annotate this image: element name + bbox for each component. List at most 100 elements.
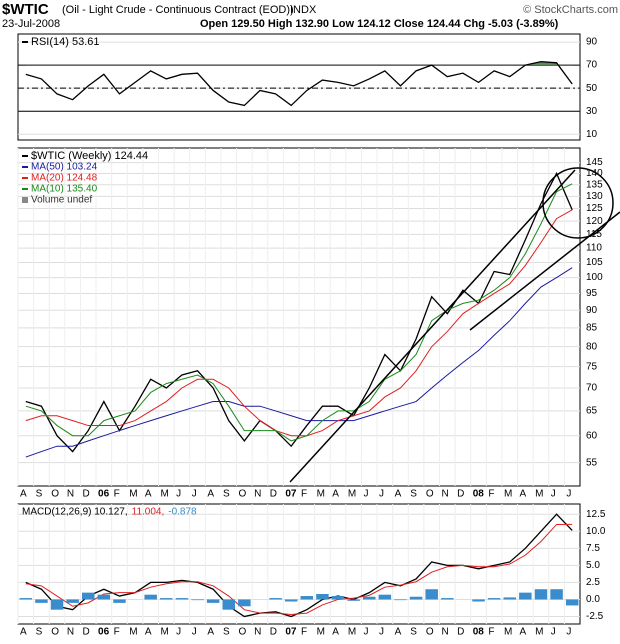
histogram-bar [519, 592, 532, 600]
x-tick-label: A [145, 627, 152, 638]
x-tick-label: J [566, 489, 571, 500]
annotations [289, 167, 620, 483]
y-tick-label: 85 [586, 323, 598, 334]
x-tick-label: A [145, 489, 152, 500]
series-line [25, 209, 573, 437]
legend-label: MA(10) 135.40 [31, 184, 98, 195]
y-tick-label: 90 [586, 37, 598, 48]
histogram-bar [394, 599, 407, 601]
histogram-bar [534, 589, 548, 600]
x-tick-label: A [20, 627, 27, 638]
histogram-bar [284, 599, 298, 602]
x-tick-label: M [161, 489, 169, 500]
x-tick-label: S [36, 627, 43, 638]
x-tick-label: D [82, 489, 89, 500]
x-tick-label: F [301, 627, 307, 638]
y-tick-label: 30 [586, 106, 598, 117]
x-tick-label: M [317, 627, 325, 638]
x-tick-label: D [82, 627, 89, 638]
histogram-bar [113, 599, 126, 603]
x-tick-label: O [239, 489, 247, 500]
legend-label: $WTIC (Weekly) 124.44 [31, 150, 148, 162]
histogram-bar [300, 596, 314, 600]
x-tick-label: J [379, 489, 384, 500]
histogram-bar [66, 599, 79, 603]
x-tick-label: J [363, 489, 368, 500]
x-tick-label: A [395, 489, 402, 500]
histogram-bar [35, 599, 48, 603]
x-tick-label: J [192, 489, 197, 500]
x-tick-label: A [207, 489, 214, 500]
x-tick-label: M [129, 627, 137, 638]
y-tick-label: 65 [586, 406, 598, 417]
symbol: $WTIC [2, 1, 49, 18]
x-tick-label: F [114, 489, 120, 500]
histogram-bar [175, 598, 189, 600]
histogram-bar [50, 599, 64, 610]
x-tick-label: M [129, 489, 137, 500]
x-tick-label: M [348, 489, 356, 500]
x-tick-label: M [504, 627, 512, 638]
histogram-bar [331, 596, 345, 600]
x-tick-label: N [254, 627, 261, 638]
x-tick-label: N [442, 489, 449, 500]
x-tick-label: F [301, 489, 307, 500]
series-line [25, 60, 573, 107]
panel-frame [17, 33, 581, 141]
y-tick-label: 50 [586, 83, 598, 94]
series-line [25, 523, 573, 615]
x-tick-label: J [176, 489, 181, 500]
x-tick-label: N [67, 489, 74, 500]
y-tick-label: 5.0 [586, 560, 600, 571]
highlight-circle [542, 167, 614, 239]
x-tick-label: F [488, 489, 494, 500]
x-tick-label: M [535, 627, 543, 638]
x-tick-label: S [410, 627, 417, 638]
legend-label: -0.878 [168, 507, 197, 518]
y-tick-label: 120 [586, 216, 603, 227]
histogram-bar [160, 598, 173, 600]
histogram-bar [378, 594, 392, 600]
legend-label: Volume undef [31, 195, 92, 206]
x-tick-label: M [504, 489, 512, 500]
series-line [25, 267, 573, 458]
x-tick-label: J [551, 489, 556, 500]
x-tick-label: D [457, 489, 464, 500]
legend-label: RSI(14) 53.61 [31, 36, 99, 48]
x-tick-label: J [566, 627, 571, 638]
x-tick-label: S [36, 489, 43, 500]
histogram-bar [472, 599, 485, 602]
x-tick-label: O [51, 489, 59, 500]
y-tick-label: 70 [586, 60, 598, 71]
panels: 10 30 50 70 90 RSI(14) 53.61 55 60 65 70 75 80 85 90 9… [17, 33, 606, 638]
y-tick-label: 95 [586, 288, 598, 299]
histogram-bar [144, 594, 157, 600]
y-tick-label: 75 [586, 361, 598, 372]
series-line [25, 513, 573, 618]
x-tick-label: S [410, 489, 417, 500]
y-tick-label: 135 [586, 179, 603, 190]
x-tick-label: J [551, 627, 556, 638]
y-tick-label: 7.5 [586, 543, 600, 554]
x-tick-label: M [317, 489, 325, 500]
x-tick-label: J [379, 627, 384, 638]
x-tick-label: A [20, 489, 27, 500]
x-tick-label: J [176, 627, 181, 638]
y-tick-label: 60 [586, 430, 598, 441]
x-tick-label: A [332, 489, 339, 500]
histogram-bar [206, 599, 220, 603]
y-tick-label: 10 [586, 129, 598, 140]
x-tick-label: J [192, 627, 197, 638]
description: (Oil - Light Crude - Continuous Contract… [62, 4, 294, 16]
histogram-bar [269, 598, 282, 600]
histogram-bar [565, 599, 579, 606]
x-tick-label: 08 [473, 489, 485, 500]
x-tick-label: O [239, 627, 247, 638]
histogram-bar [222, 599, 235, 610]
y-tick-label: 145 [586, 157, 603, 168]
y-tick-label: 55 [586, 457, 598, 468]
x-tick-label: N [67, 627, 74, 638]
trend-line [289, 169, 576, 483]
histogram-bar [191, 599, 204, 601]
x-tick-label: J [363, 627, 368, 638]
